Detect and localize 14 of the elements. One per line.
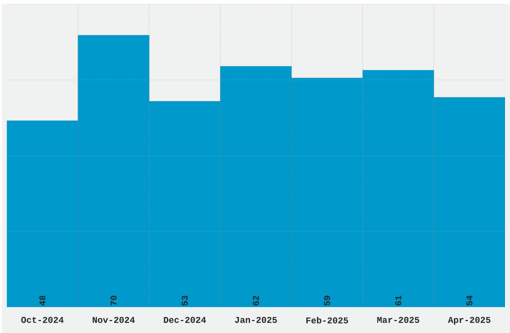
data-label: 62 bbox=[252, 296, 259, 306]
data-label: 54 bbox=[466, 295, 472, 306]
x-tick-label: Apr-2025 bbox=[448, 316, 490, 325]
x-tick-label: Mar-2025 bbox=[377, 316, 420, 323]
x-tick-label: Feb-2025 bbox=[306, 316, 348, 324]
data-label: 70 bbox=[110, 296, 117, 306]
x-tick-label: Nov-2024 bbox=[92, 316, 135, 323]
x-tick-label: Jan-2025 bbox=[234, 316, 277, 323]
data-label: 59 bbox=[324, 296, 330, 306]
data-label: 48 bbox=[39, 296, 46, 306]
x-tick-label: Oct-2024 bbox=[21, 316, 64, 323]
data-label: 53 bbox=[182, 296, 188, 306]
x-tick-label: Dec-2024 bbox=[164, 316, 206, 323]
data-label: 61 bbox=[395, 296, 402, 306]
